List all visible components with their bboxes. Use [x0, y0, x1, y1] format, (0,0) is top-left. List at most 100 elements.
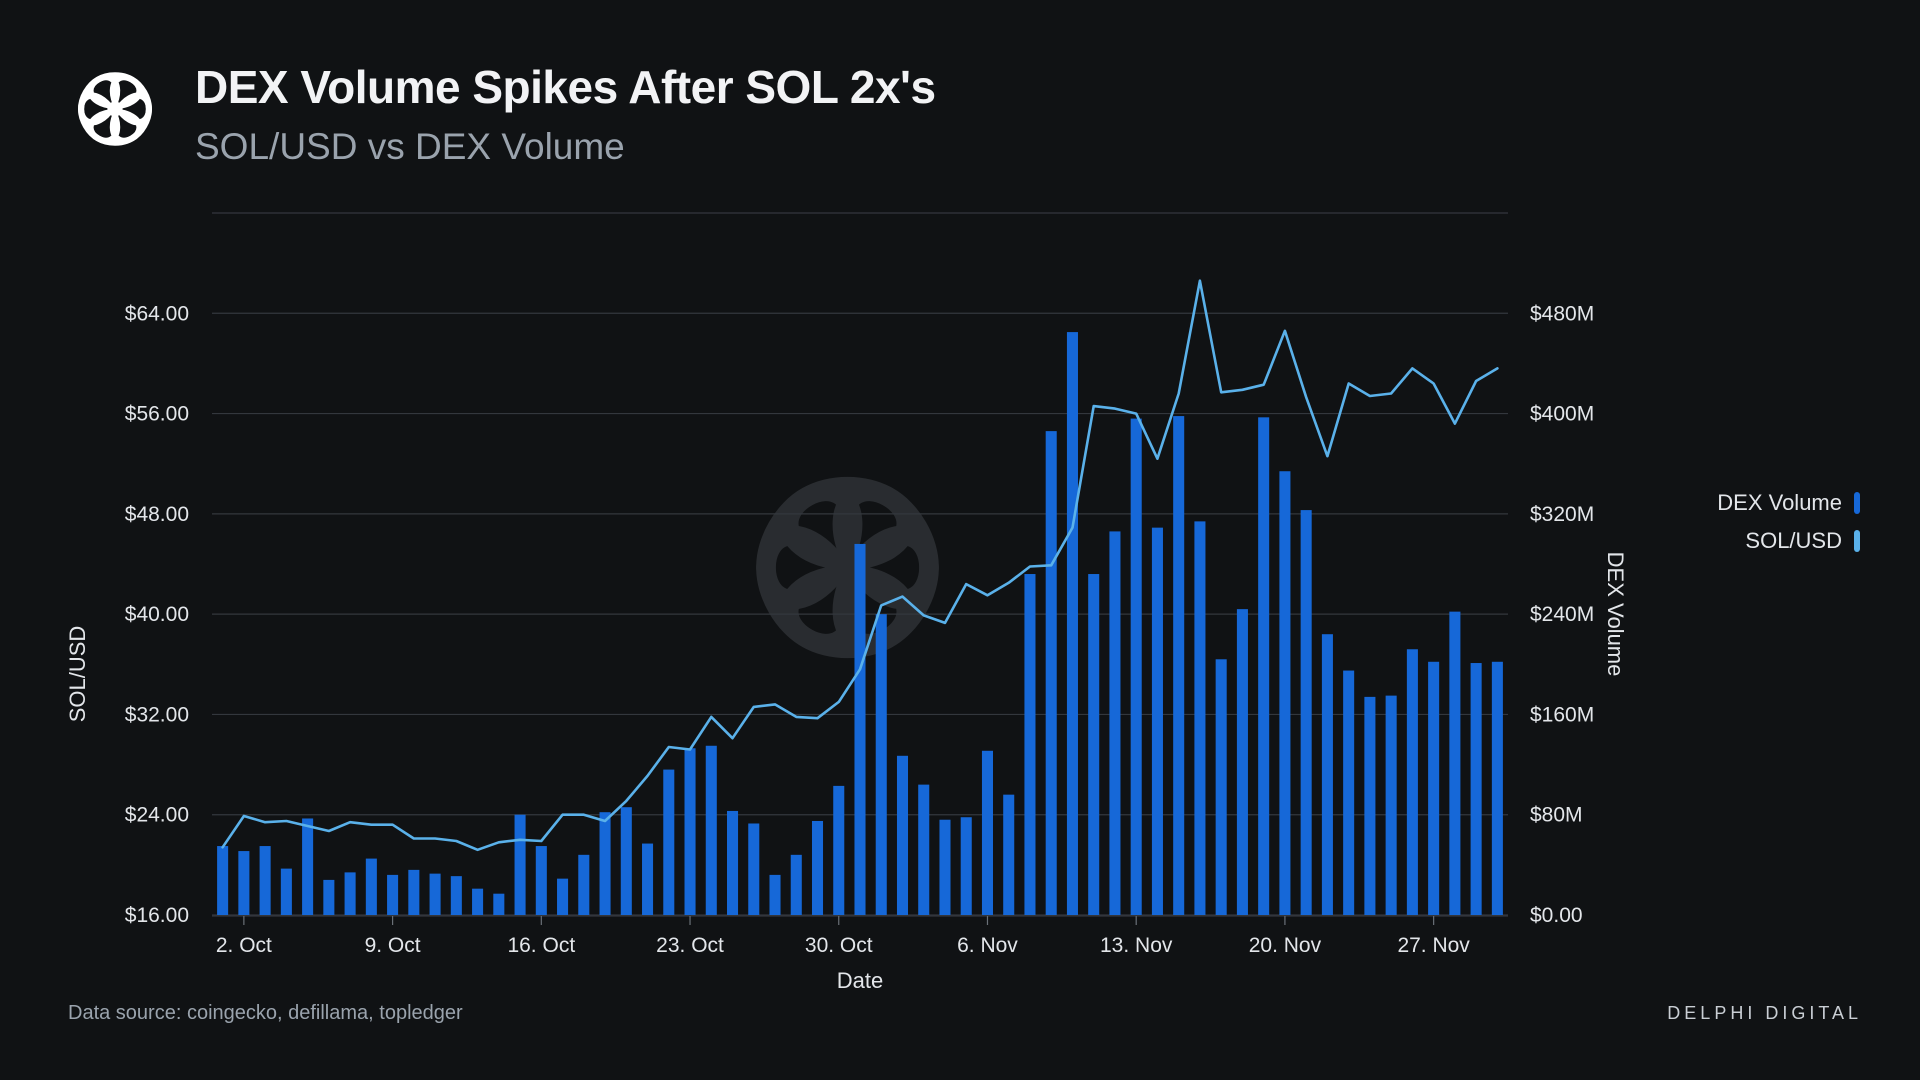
legend-label-sol-usd: SOL/USD — [1745, 528, 1842, 553]
x-tick-label: 23. Oct — [656, 934, 724, 957]
sol-usd-line — [221, 279, 1499, 852]
dex-volume-bar — [1173, 416, 1185, 915]
dex-volume-bar — [535, 846, 547, 915]
dex-volume-bar — [663, 769, 675, 915]
x-tick-label: 2. Oct — [216, 934, 272, 957]
dex-volume-bar — [217, 846, 229, 915]
chart-subtitle: SOL/USD vs DEX Volume — [195, 126, 625, 167]
delphi-logo-icon — [78, 72, 152, 146]
dex-volume-bar — [514, 814, 526, 915]
dex-volume-bar — [1343, 670, 1355, 915]
legend-item-sol-usd[interactable]: SOL/USD — [1717, 522, 1860, 560]
legend-label-dex-volume: DEX Volume — [1717, 490, 1842, 515]
dex-volume-bar — [1279, 471, 1291, 915]
dex-volume-bar — [578, 854, 590, 915]
x-axis-title: Date — [837, 968, 883, 993]
dex-volume-bar — [493, 893, 505, 915]
y-right-axis-title: DEX Volume — [1603, 552, 1628, 677]
dex-volume-bar — [790, 854, 802, 915]
brand-wordmark: DELPHI DIGITAL — [1667, 1003, 1862, 1023]
dex-volume-bar — [1449, 611, 1461, 915]
dex-volume-bar — [769, 874, 781, 915]
dex-volume-bar — [365, 858, 377, 915]
dex-volume-bar — [280, 868, 292, 915]
dex-volume-bar — [1385, 695, 1397, 915]
dex-volume-bar — [1491, 661, 1503, 915]
dex-volume-bar — [1258, 417, 1270, 915]
dex-volume-bar — [960, 817, 972, 915]
dex-volume-bar — [811, 820, 824, 915]
x-tick-label: 30. Oct — [805, 934, 873, 957]
dex-volume-bar — [918, 784, 930, 915]
dex-volume-bar — [833, 785, 845, 915]
y-right-tick-label: $400M — [1530, 403, 1594, 426]
dex-volume-bar — [323, 879, 335, 915]
data-source-note: Data source: coingecko, defillama, tople… — [68, 1002, 463, 1024]
dex-volume-bar — [642, 843, 654, 915]
dex-volume-bar — [344, 872, 356, 915]
dex-volume-bar — [1088, 574, 1100, 915]
dex-volume-bar — [1130, 418, 1142, 915]
dex-volume-bar — [939, 819, 951, 915]
dex-volume-bar — [238, 851, 250, 915]
legend: DEX Volume SOL/USD — [1717, 484, 1860, 560]
y-right-tick-label: $480M — [1530, 302, 1594, 325]
legend-item-dex-volume[interactable]: DEX Volume — [1717, 484, 1860, 522]
x-tick-label: 20. Nov — [1249, 934, 1322, 957]
dex-volume-bar — [748, 823, 760, 915]
x-tick-label: 13. Nov — [1100, 934, 1173, 957]
x-tick-label: 9. Oct — [365, 934, 421, 957]
y-left-tick-label: $48.00 — [125, 503, 189, 526]
dex-volume-bar — [450, 876, 462, 915]
dex-volume-bar — [472, 888, 484, 915]
dex-volume-bar — [599, 812, 611, 915]
dex-volume-bar — [408, 869, 420, 915]
dex-volume-bar — [387, 874, 399, 915]
dex-volume-bar — [875, 614, 887, 915]
dex-volume-bar — [1364, 696, 1376, 915]
x-tick-label: 6. Nov — [957, 934, 1018, 957]
dex-volume-bar — [1406, 649, 1418, 915]
dex-volume-bar — [705, 745, 717, 915]
x-tick-label: 27. Nov — [1397, 934, 1470, 957]
dex-volume-bar — [1236, 609, 1248, 915]
dex-volume-bar — [1300, 510, 1312, 915]
dex-volume-bar — [1045, 431, 1057, 915]
y-left-tick-label: $32.00 — [125, 703, 189, 726]
axis-layer: $16.00 $24.00 $32.00 $40.00 $48.00 $56.00 $64.… — [65, 302, 1628, 993]
dex-volume-bars — [217, 332, 1503, 915]
dex-volume-bar — [1003, 794, 1015, 915]
dex-volume-bar — [854, 543, 866, 915]
dex-volume-bar — [1194, 521, 1206, 915]
dex-volume-bar — [620, 807, 632, 915]
y-left-tick-label: $56.00 — [125, 403, 189, 426]
dex-volume-bar — [1024, 574, 1036, 915]
dex-volume-bar — [1151, 527, 1163, 915]
y-left-axis-title: SOL/USD — [65, 626, 90, 723]
dex-volume-bar — [1428, 661, 1440, 915]
dex-volume-bar — [1470, 663, 1482, 915]
dex-volume-bar — [1109, 531, 1121, 915]
y-right-tick-label: $80M — [1530, 804, 1583, 827]
sol-usd-line-layer — [221, 279, 1499, 852]
watermark-icon — [756, 476, 939, 659]
y-right-tick-label: $240M — [1530, 603, 1594, 626]
x-tick-label: 16. Oct — [507, 934, 575, 957]
y-right-tick-label: $0.00 — [1530, 904, 1583, 927]
y-right-tick-label: $320M — [1530, 503, 1594, 526]
dex-volume-bar — [727, 810, 739, 915]
dex-volume-bar — [684, 748, 696, 915]
dex-volume-bar — [429, 873, 441, 915]
dex-volume-bar — [302, 818, 314, 915]
dex-volume-bar — [981, 750, 993, 915]
dex-volume-bar — [1321, 634, 1333, 915]
y-right-tick-label: $160M — [1530, 703, 1594, 726]
dex-volume-bar — [557, 878, 569, 915]
dex-volume-bar — [1215, 659, 1227, 915]
y-left-tick-label: $16.00 — [125, 904, 189, 927]
chart-title: DEX Volume Spikes After SOL 2x's — [195, 61, 936, 113]
y-left-tick-label: $64.00 — [125, 302, 189, 325]
y-left-tick-label: $40.00 — [125, 603, 189, 626]
